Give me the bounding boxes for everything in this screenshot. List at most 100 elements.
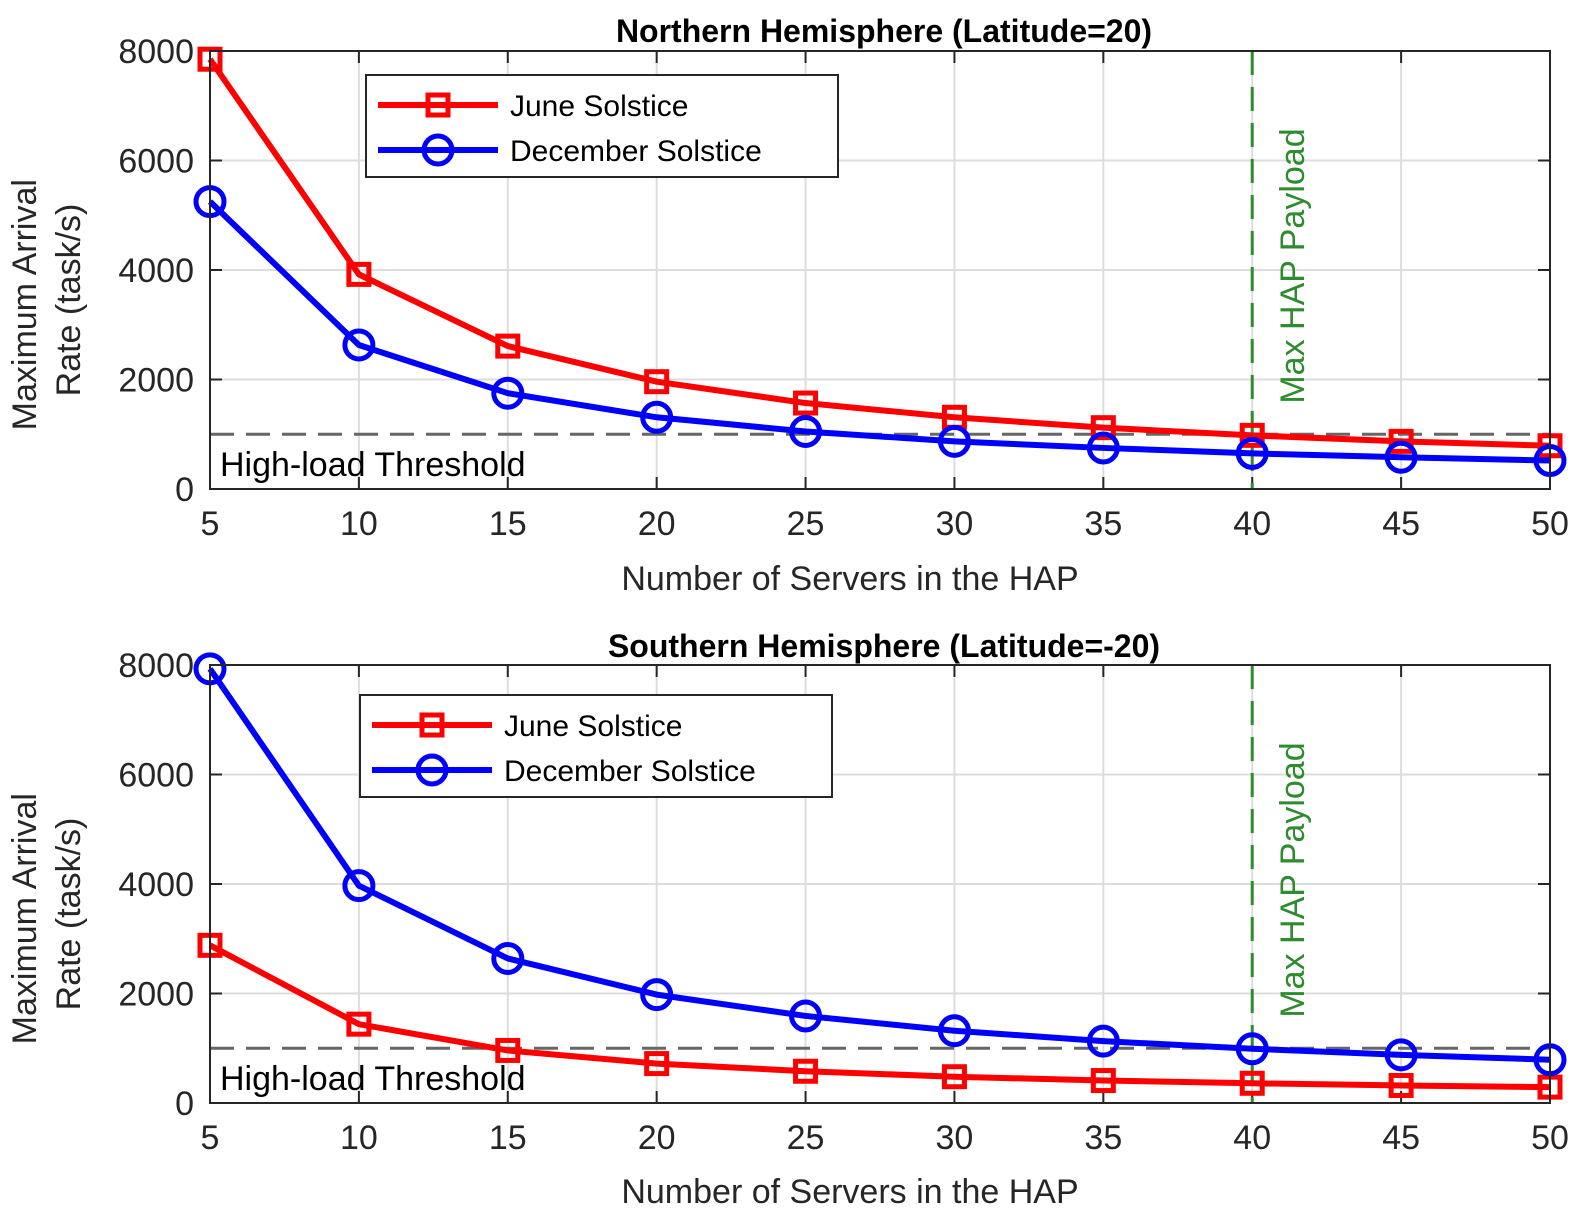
data-point-square: [1239, 422, 1265, 448]
axes-frame: [209, 50, 1551, 490]
x-tick-label: 10: [340, 505, 378, 543]
y-tick-label: 2000: [118, 976, 194, 1014]
data-point-square: [495, 1037, 521, 1063]
x-tick-label: 50: [1531, 505, 1569, 543]
data-point-square: [1090, 1068, 1116, 1094]
y-axis-label-line2: Rate (task/s): [50, 204, 88, 397]
data-point-circle: [789, 999, 823, 1033]
x-tick-label: 20: [638, 505, 676, 543]
series-line-june-solstice: [207, 57, 1551, 449]
data-point-square: [346, 261, 372, 287]
y-tick-labels: 0 2000 4000 6000 8000: [118, 647, 194, 1123]
chart-title: Southern Hemisphere (Latitude=-20): [608, 628, 1160, 664]
x-tick-labels: 5 10 15 20 25 30 35 40 45 50: [201, 1119, 1569, 1157]
data-point-circle: [937, 424, 971, 458]
x-tick-label: 25: [787, 505, 825, 543]
y-axis-label: Maximum Arrival Rate (task/s): [6, 170, 88, 431]
data-point-square: [495, 333, 521, 359]
max-payload-label: Max HAP Payload: [1274, 128, 1312, 403]
data-point-circle: [491, 376, 525, 410]
data-point-square: [644, 369, 670, 395]
data-point-square: [346, 1011, 372, 1037]
threshold-label: High-load Threshold: [220, 1060, 526, 1098]
legend-entry-june: June Solstice: [378, 90, 688, 123]
chart-northern: Northern Hemisphere (Latitude=20) 5 10 15 2…: [6, 13, 1569, 598]
x-tick-label: 30: [936, 1119, 974, 1157]
data-point-circle: [937, 1014, 971, 1048]
data-point-circle: [1235, 1032, 1269, 1066]
x-tick-label: 5: [201, 505, 220, 543]
series-layer: [193, 46, 1567, 478]
legend-label-december: December Solstice: [504, 755, 756, 788]
x-tick-label: 15: [489, 1119, 527, 1157]
max-payload-label: Max HAP Payload: [1274, 742, 1312, 1017]
legend-circle-marker: [415, 753, 449, 787]
series-december-solstice: [193, 652, 1567, 1077]
chart-title: Northern Hemisphere (Latitude=20): [616, 13, 1152, 49]
x-tick-label: 45: [1382, 1119, 1420, 1157]
y-tick-label: 4000: [118, 866, 194, 904]
y-axis-label-line1: Maximum Arrival: [6, 793, 44, 1044]
x-tick-label: 5: [201, 1119, 220, 1157]
y-tick-label: 2000: [118, 362, 194, 400]
data-point-circle: [1384, 440, 1418, 474]
series-december-solstice: [193, 185, 1567, 478]
x-tick-label: 30: [936, 505, 974, 543]
y-tick-label: 0: [175, 1085, 194, 1123]
series-line-june-solstice: [208, 942, 1551, 1091]
legend: June Solstice December Solstice: [365, 74, 839, 178]
data-point-square: [793, 1058, 819, 1084]
y-tick-label: 6000: [118, 143, 194, 181]
legend-circle-marker: [421, 133, 455, 167]
x-tick-label: 25: [787, 1119, 825, 1157]
data-point-circle: [342, 869, 376, 903]
chart-southern: Southern Hemisphere (Latitude=-20) 5 10 15…: [6, 628, 1569, 1211]
x-axis-label: Number of Servers in the HAP: [621, 560, 1078, 598]
data-point-circle: [1235, 436, 1269, 470]
data-point-circle: [491, 941, 525, 975]
y-tick-label: 4000: [118, 252, 194, 290]
y-tick-label: 6000: [118, 757, 194, 795]
data-point-square: [1090, 415, 1116, 441]
series-line-december-solstice: [207, 199, 1551, 464]
x-tick-label: 35: [1084, 1119, 1122, 1157]
y-axis-label-line1: Maximum Arrival: [6, 179, 44, 430]
x-tick-label: 15: [489, 505, 527, 543]
legend-entry-december: December Solstice: [372, 753, 756, 788]
x-tick-label: 10: [340, 1119, 378, 1157]
data-point-circle: [640, 978, 674, 1012]
data-point-circle: [1086, 1024, 1120, 1058]
legend-entry-december: December Solstice: [378, 133, 762, 168]
y-tick-label: 8000: [118, 647, 194, 685]
legend-square-marker: [419, 712, 445, 738]
x-axis-label: Number of Servers in the HAP: [621, 1173, 1078, 1211]
legend-square-marker: [425, 92, 451, 118]
x-tick-label: 45: [1382, 505, 1420, 543]
data-point-circle: [1086, 431, 1120, 465]
y-axis-label-line2: Rate (task/s): [50, 818, 88, 1011]
data-point-square: [941, 1064, 967, 1090]
data-point-circle: [342, 328, 376, 362]
data-point-circle: [640, 400, 674, 434]
y-tick-label: 8000: [118, 33, 194, 71]
data-point-square: [644, 1051, 670, 1077]
legend: June Solstice December Solstice: [359, 694, 833, 798]
x-tick-label: 50: [1531, 1119, 1569, 1157]
y-axis-label: Maximum Arrival Rate (task/s): [6, 784, 88, 1045]
y-tick-labels: 0 2000 4000 6000 8000: [118, 33, 194, 509]
data-point-square: [1239, 1070, 1265, 1096]
data-point-square: [793, 390, 819, 416]
legend-label-december: December Solstice: [510, 135, 762, 168]
data-point-circle: [789, 415, 823, 449]
x-tick-labels: 5 10 15 20 25 30 35 40 45 50: [201, 505, 1569, 543]
data-point-square: [1388, 1072, 1414, 1098]
legend-entry-june: June Solstice: [372, 710, 682, 743]
data-point-square: [1388, 428, 1414, 454]
x-tick-label: 20: [638, 1119, 676, 1157]
legend-label-june: June Solstice: [504, 710, 682, 743]
data-point-circle: [1384, 1038, 1418, 1072]
legend-label-june: June Solstice: [510, 90, 688, 123]
y-tick-label: 0: [175, 471, 194, 509]
series-line-december-solstice: [207, 667, 1551, 1063]
